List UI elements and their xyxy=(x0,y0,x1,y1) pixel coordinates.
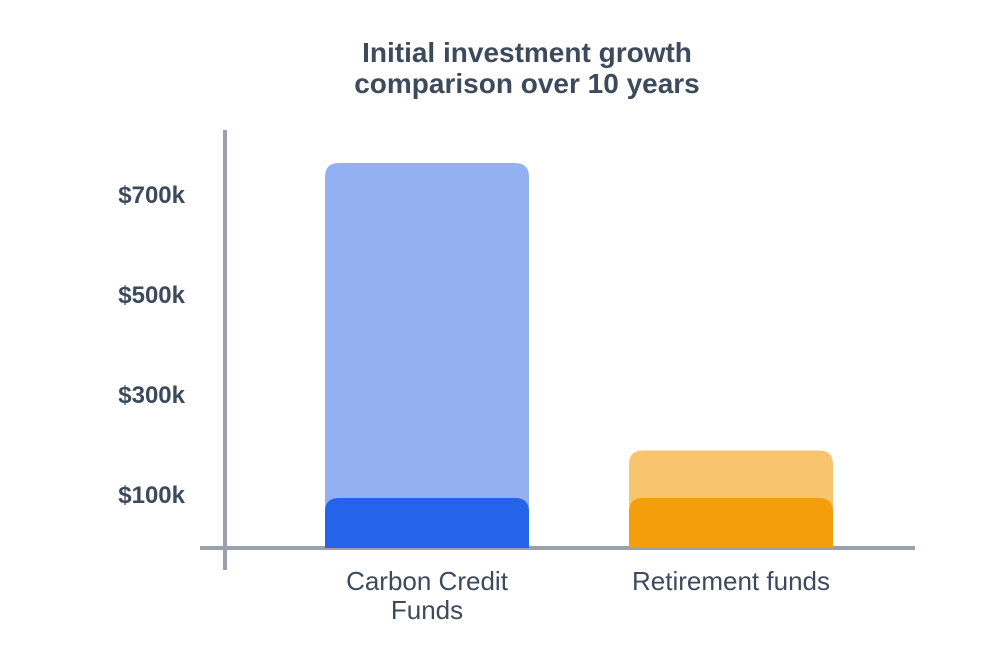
y-tick-label: $100k xyxy=(118,482,185,509)
y-tick-label: $700k xyxy=(118,182,185,209)
y-tick-label: $500k xyxy=(118,282,185,309)
chart-title: Initial investment growth comparison ove… xyxy=(354,37,700,99)
x-tick-label: Carbon Credit Funds xyxy=(346,566,508,625)
y-tick-label: $300k xyxy=(118,382,185,409)
bar xyxy=(629,498,833,548)
x-tick-label: Retirement funds xyxy=(632,566,830,596)
bar xyxy=(325,163,529,548)
bar xyxy=(325,498,529,548)
